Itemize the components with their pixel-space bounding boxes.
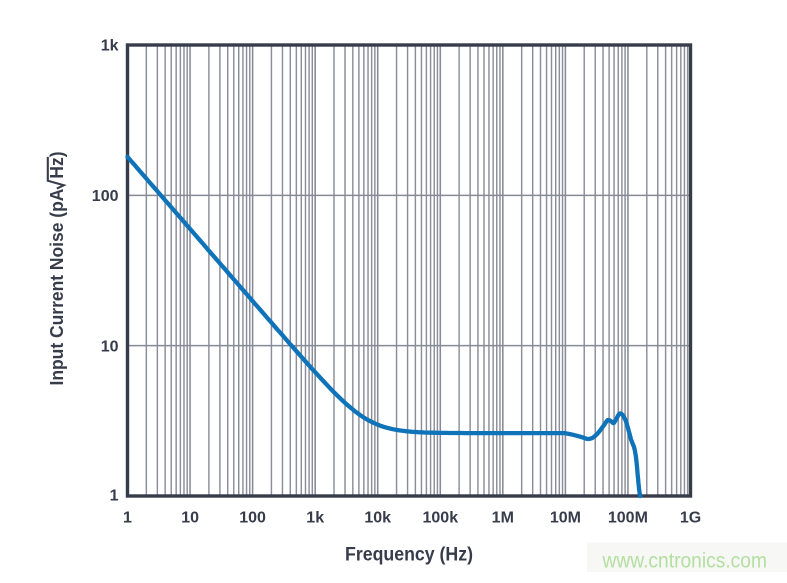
svg-text:10: 10 <box>101 338 119 355</box>
svg-text:100: 100 <box>92 188 119 205</box>
svg-text:1M: 1M <box>492 510 514 527</box>
svg-text:1k: 1k <box>306 510 324 527</box>
svg-text:100M: 100M <box>608 510 648 527</box>
svg-text:10k: 10k <box>364 510 391 527</box>
svg-text:www.cntronics.com: www.cntronics.com <box>602 549 767 573</box>
svg-text:Input Current Noise (pA: Input Current Noise (pA <box>47 189 67 386</box>
svg-text:1: 1 <box>110 488 119 505</box>
svg-text:100: 100 <box>239 510 266 527</box>
svg-text:10: 10 <box>181 510 199 527</box>
svg-text:10M: 10M <box>550 510 581 527</box>
svg-text:1k: 1k <box>101 38 119 55</box>
svg-text:Frequency (Hz): Frequency (Hz) <box>345 544 473 566</box>
svg-text:1: 1 <box>123 510 132 527</box>
svg-text:100k: 100k <box>423 510 459 527</box>
svg-text:Hz: Hz <box>47 157 67 178</box>
svg-text:): ) <box>47 152 67 158</box>
svg-text:1G: 1G <box>680 510 701 527</box>
